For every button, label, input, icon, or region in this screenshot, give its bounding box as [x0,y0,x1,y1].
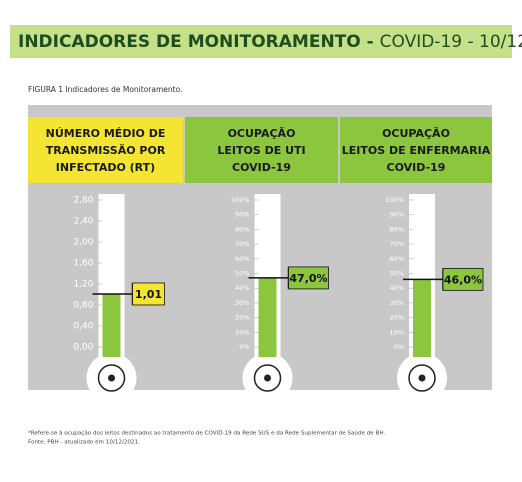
y-tick-label: 100% [231,196,250,204]
panel-title: TRANSMISSÃO POR [46,144,166,157]
panel-title: NÚMERO MÉDIO DE [46,127,166,140]
y-tick-label: 2,00 [73,238,93,248]
icon-dot [108,374,115,382]
gauge-fill [102,293,121,357]
y-tick-label: 10% [390,328,404,336]
y-tick-label: 2,40 [73,217,93,227]
footnote: Fonte: PBH - atualizado em 10/12/2021. [28,440,140,446]
icon-dot [418,374,426,382]
footnote: *Refere-se à ocupação dos leitos destina… [28,430,385,437]
panel-title: LEITOS DE UTI [217,144,305,157]
y-tick-label: 30% [235,299,249,307]
y-tick-label: 20% [390,314,404,322]
gauge-fill [413,279,431,357]
y-tick-label: 0% [394,343,404,351]
y-tick-label: 0% [239,343,249,351]
panel-title: INFECTADO (RT) [56,161,155,174]
y-tick-label: 0,40 [73,322,93,332]
header-title-rest: COVID-19 - 10/12 [380,32,522,52]
panel-heading [28,117,183,183]
y-tick-label: 90% [390,211,404,219]
panel-heading [185,117,338,183]
y-tick-label: 90% [235,211,249,219]
y-tick-label: 0,00 [73,343,93,353]
panel-heading [340,117,492,183]
value-label-box [132,282,165,306]
y-tick-label: 40% [235,284,249,292]
y-tick-label: 2,80 [73,196,93,206]
y-tick-label: 100% [385,196,404,204]
value-label: 47,0% [289,272,327,285]
y-tick-label: 50% [390,270,404,278]
value-label: 1,01 [135,288,162,301]
panel-title: COVID-19 [387,161,446,174]
header-title: INDICADORES DE MONITORAMENTO - COVID-19 … [18,32,522,52]
y-tick-label: 20% [235,314,249,322]
y-tick-label: 40% [390,284,404,292]
y-tick-label: 70% [390,240,404,248]
y-tick-label: 1,20 [73,280,93,290]
panel-title: OCUPAÇÃO [228,127,296,140]
header-title-bold: INDICADORES DE MONITORAMENTO - [18,32,374,52]
y-tick-label: 60% [235,255,249,263]
value-label-box [288,266,329,290]
y-tick-label: 70% [235,240,249,248]
panel-title: LEITOS DE ENFERMARIA [342,144,491,157]
y-tick-label: 80% [390,225,404,233]
icon-outline [408,364,436,392]
icon-outline [97,364,126,392]
y-tick-label: 1,60 [73,259,93,269]
y-tick-label: 0,80 [73,301,93,311]
icon-outline [253,364,282,392]
value-label-box [442,267,484,291]
y-tick-label: 80% [235,225,249,233]
panel-title: COVID-19 [232,161,291,174]
y-tick-label: 30% [390,299,404,307]
header-band [10,25,512,58]
y-tick-label: 60% [390,255,404,263]
figure-caption: FIGURA 1 Indicadores de Monitoramento. [28,85,182,94]
icon-dot [264,374,271,382]
y-tick-label: 10% [235,328,249,336]
value-label: 46,0% [444,273,482,286]
panel-title: OCUPAÇÃO [382,127,450,140]
y-tick-label: 50% [235,270,249,278]
gauge-fill [258,277,277,357]
